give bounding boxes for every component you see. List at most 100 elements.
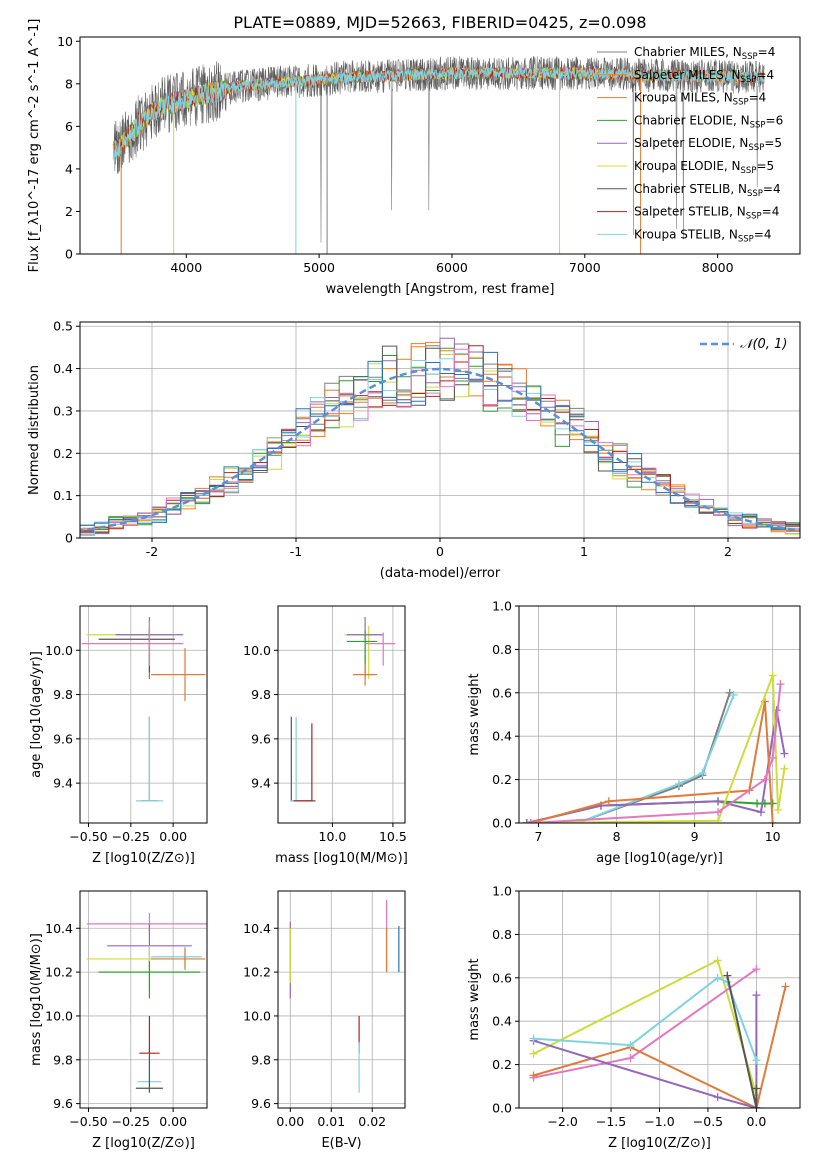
legend-label-eq: = xyxy=(764,136,774,150)
plot-area-spectrum xyxy=(112,56,765,254)
x-axis-label: (data-model)/error xyxy=(380,566,501,581)
x-tick-label: 2 xyxy=(724,544,732,559)
weight-marker xyxy=(752,1104,761,1108)
legend-label-nssp: , N xyxy=(725,45,742,59)
legend-label-count: 6 xyxy=(776,113,784,127)
x-axis-label: Z [log10(Z/Z⊙)] xyxy=(608,1136,711,1151)
chart-residuals: -2 -1 0 1 2 0 0.1 0.2 0.3 0.4 0.5 (data-model)/erro… xyxy=(27,319,801,581)
legend-label-count: 4 xyxy=(768,45,776,59)
y-tick-label: 9.6 xyxy=(53,731,73,746)
legend-label-nssp: , N xyxy=(729,205,746,219)
y-tick-label: 1.0 xyxy=(492,884,512,899)
legend-label: 𝒩(0, 1) xyxy=(740,337,787,352)
x-tick-label: 10.5 xyxy=(379,829,407,844)
legend-label-name: Chabrier ELODIE xyxy=(634,113,733,127)
weight-series-line xyxy=(533,986,787,1108)
x-tick-label: -1 xyxy=(290,544,302,559)
weight-marker xyxy=(626,1054,635,1063)
y-tick-label: 0.2 xyxy=(492,1057,512,1072)
y-tick-label: 0.1 xyxy=(53,488,73,503)
x-tick-label: 0.01 xyxy=(317,1114,345,1129)
weight-marker xyxy=(752,1084,761,1093)
legend-label-count: 4 xyxy=(773,182,781,196)
spectrum-series-chabrier-miles xyxy=(112,56,765,243)
x-tick-label: 6000 xyxy=(436,260,468,275)
legend-label-nssp: , N xyxy=(724,159,741,173)
histogram-series xyxy=(80,351,800,533)
y-tick-label: 9.6 xyxy=(53,1096,73,1111)
errorbar-point xyxy=(365,632,396,666)
x-tick-label: 1 xyxy=(580,544,588,559)
legend-label-ssp: SSP xyxy=(748,143,764,153)
x-tick-label: 4000 xyxy=(170,260,202,275)
legend-label-count: 5 xyxy=(767,159,775,173)
axes-frame xyxy=(79,36,801,255)
y-tick-label: 0.3 xyxy=(53,403,73,418)
plot-area-mass-vs-EBV xyxy=(289,899,400,1093)
x-axis-label: Z [log10(Z/Z⊙)] xyxy=(92,1136,195,1151)
legend-label-nssp: , N xyxy=(721,227,738,241)
spectrum-series-kroupa-stelib xyxy=(112,66,765,161)
legend-label: Kroupa ELODIE, NSSP=5 xyxy=(634,159,774,176)
weight-marker xyxy=(714,816,723,823)
plot-area-age-vs-Z xyxy=(81,617,206,802)
y-axis-label: age [log10(age/yr)] xyxy=(29,651,44,778)
weight-marker xyxy=(604,797,613,806)
y-tick-label: 0.0 xyxy=(492,816,512,831)
weight-marker xyxy=(753,799,762,808)
errorbar-point xyxy=(151,947,206,970)
y-tick-label: 10 xyxy=(57,34,73,49)
legend-label-nssp: , N xyxy=(730,182,747,196)
x-axis-label: wavelength [Angstrom, rest frame] xyxy=(326,282,555,297)
errorbar-point xyxy=(293,723,313,802)
weight-marker xyxy=(713,973,722,982)
chart-age-vs-mass: 10.0 10.5 9.4 9.6 9.8 10.0 mass [log10(M/M⊙)] xyxy=(243,605,408,866)
weight-marker xyxy=(760,775,769,784)
weight-marker xyxy=(752,991,761,1000)
x-axis-label: mass [log10(M/M⊙)] xyxy=(275,851,408,866)
legend-label-ssp: SSP xyxy=(741,166,757,176)
weight-series-line xyxy=(530,675,786,823)
x-tick-label: 10.0 xyxy=(319,829,347,844)
legend-label-eq: = xyxy=(756,68,766,82)
y-tick-label: 0.2 xyxy=(53,446,73,461)
x-tick-label: −2.0 xyxy=(547,1114,577,1129)
legend-label: Chabrier STELIB, NSSP=4 xyxy=(634,182,781,199)
x-tick-label: 0.00 xyxy=(276,1114,304,1129)
errorbar-point xyxy=(81,621,184,666)
y-tick-label: 0 xyxy=(65,247,73,262)
weight-marker xyxy=(774,805,783,814)
weight-marker xyxy=(780,764,789,773)
x-tick-label: 5000 xyxy=(303,260,335,275)
legend-label-name: Chabrier STELIB xyxy=(634,182,730,196)
axes-frame xyxy=(277,605,406,824)
weight-marker xyxy=(756,808,765,817)
y-tick-label: 0 xyxy=(65,531,73,546)
y-tick-label: 6 xyxy=(65,119,73,134)
x-tick-label: −0.50 xyxy=(69,1114,107,1129)
plot-area-age-vs-mass xyxy=(290,617,396,802)
legend-label-ssp: SSP xyxy=(747,189,763,199)
y-axis-label: mass weight xyxy=(467,673,482,755)
y-tick-label: 0.8 xyxy=(492,927,512,942)
y-tick-label: 10.0 xyxy=(243,643,271,658)
legend-label: Kroupa STELIB, NSSP=4 xyxy=(634,227,772,244)
errorbar-point xyxy=(98,961,201,999)
y-tick-label: 10.0 xyxy=(45,643,73,658)
axes-frame xyxy=(79,890,208,1109)
y-tick-label: 0.8 xyxy=(492,642,512,657)
legend-label-count: 5 xyxy=(774,136,782,150)
y-tick-label: 8 xyxy=(65,76,73,91)
x-tick-label: 8 xyxy=(613,829,621,844)
y-tick-label: 0.5 xyxy=(53,319,73,334)
weight-marker xyxy=(780,749,789,758)
legend-label: Salpeter MILES, NSSP=4 xyxy=(634,68,774,85)
errorbar-point xyxy=(151,945,202,968)
x-axis-label: Z [log10(Z/Z⊙)] xyxy=(92,851,195,866)
weight-series-line xyxy=(526,710,786,823)
errorbar-point xyxy=(151,648,206,702)
legend-label-count: 4 xyxy=(759,91,767,105)
y-tick-label: 0.6 xyxy=(492,970,512,985)
